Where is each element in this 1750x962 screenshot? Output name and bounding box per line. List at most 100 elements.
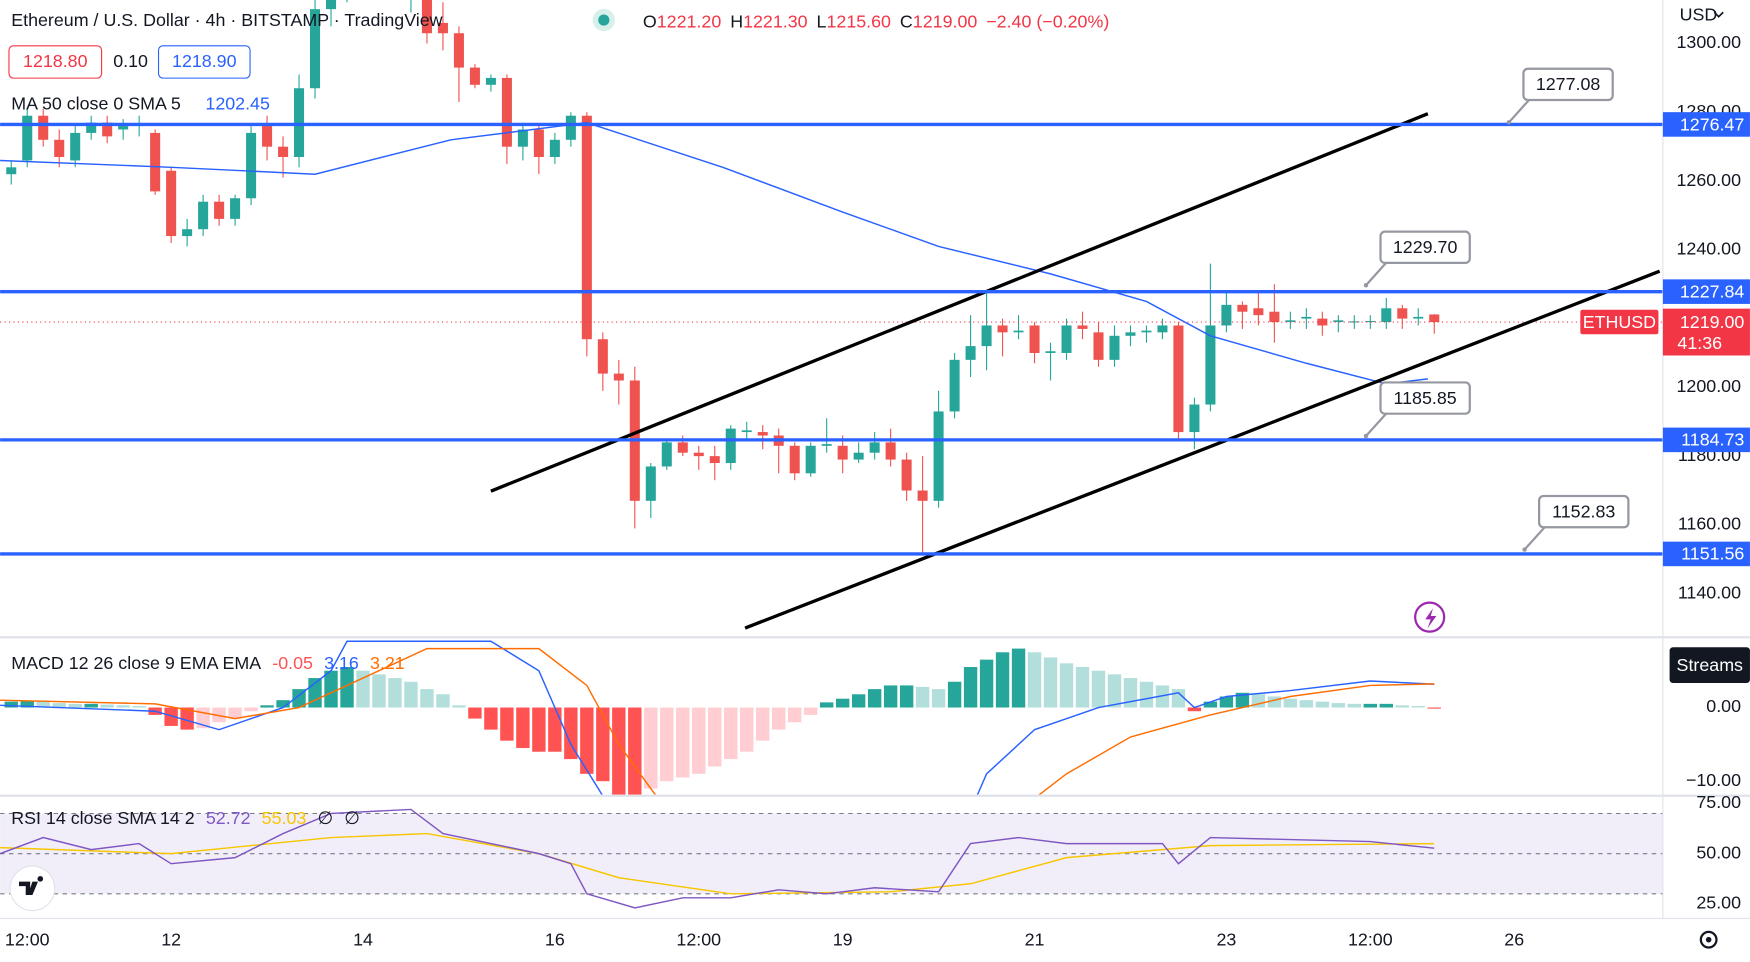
histogram-bar	[340, 667, 354, 708]
x-tick-label: 16	[545, 930, 565, 950]
candle-body	[278, 146, 289, 157]
callout-box	[1522, 67, 1614, 102]
callout-pointer	[1365, 262, 1387, 286]
candle-body	[533, 129, 544, 157]
candle-body	[693, 452, 704, 457]
ohlc-legend: O1221.20 H1221.30 L1215.60 C1219.00 −2.40 (−…	[643, 11, 1109, 31]
histogram-bar	[1107, 674, 1122, 708]
candle-body	[1429, 314, 1440, 323]
settings-gear[interactable]	[1699, 930, 1718, 949]
candle-body	[837, 445, 848, 460]
histogram-bar	[548, 707, 562, 752]
histogram-bar	[260, 705, 274, 708]
candle-body	[517, 129, 528, 147]
candle-body	[310, 9, 321, 89]
callout-label: 1229.70	[1393, 237, 1458, 257]
currency-dropdown[interactable]	[1713, 11, 1724, 18]
histogram-bar	[372, 674, 386, 708]
candle-body	[294, 88, 305, 157]
level-tag-label: 1151.56	[1681, 544, 1744, 564]
signal-line	[0, 647, 1435, 795]
histogram-bar	[500, 707, 514, 741]
histogram-bar	[851, 694, 866, 708]
candle-body	[949, 359, 960, 412]
candle-body	[1077, 325, 1088, 329]
histogram-bar	[1411, 706, 1425, 708]
histogram-bar	[516, 707, 530, 749]
callout-anchor	[1363, 433, 1369, 439]
histogram-bar	[388, 678, 402, 708]
histogram-bar	[1203, 701, 1218, 708]
candle-body	[485, 77, 496, 85]
lightning	[1425, 608, 1437, 629]
ask-box[interactable]	[157, 45, 251, 79]
candle-body	[853, 452, 864, 460]
histogram-bar	[1331, 703, 1346, 708]
candle-body	[885, 442, 896, 460]
histogram-bar	[867, 689, 882, 708]
callout-pointer	[1508, 99, 1530, 124]
histogram-bar	[116, 705, 130, 708]
histogram-bar	[963, 667, 978, 708]
legend: Ethereum / U.S. Dollar · 4h · BITSTAMP ·…	[8, 4, 1750, 949]
y-tick-label: 1160.00	[1678, 514, 1741, 534]
candle-body	[86, 122, 97, 133]
rsi-legend: RSI 14 close SMA 14 2 52.72 55.03 ∅ ∅	[11, 808, 360, 828]
histogram-bar	[84, 703, 98, 708]
histogram-bar	[1315, 701, 1330, 708]
candle-body	[1349, 321, 1360, 323]
y-tick-label: 1200.00	[1677, 376, 1742, 396]
candle-body	[437, 22, 448, 34]
x-tick-label: 26	[1504, 930, 1524, 950]
last-price-tag	[1662, 308, 1750, 356]
candle-body	[933, 411, 944, 501]
currency[interactable]: USD	[1680, 4, 1718, 24]
candle-body	[22, 115, 33, 161]
histogram-bar	[1427, 707, 1441, 709]
y-tick-label: 25.00	[1696, 893, 1741, 913]
histogram-bar	[1363, 703, 1378, 708]
candle-body	[54, 139, 65, 157]
candle-body	[1189, 404, 1200, 433]
candle-body	[1269, 311, 1280, 323]
histogram-bar	[1139, 681, 1154, 708]
histogram-bar	[644, 707, 658, 789]
ohlc-key: H	[730, 11, 743, 31]
ohlc-value: 1219.00	[913, 11, 978, 31]
candle-body	[709, 456, 720, 464]
y-tick-label: 1300.00	[1677, 32, 1742, 52]
main-pane: 1277.08 1229.70 1185.85 1152.83	[0, 0, 1663, 630]
level-tag-label: 1276.47	[1680, 114, 1745, 134]
histogram-bar	[899, 685, 914, 708]
settings-gear-core	[1705, 936, 1712, 943]
macd-line	[0, 640, 1435, 795]
trend-line	[744, 269, 1661, 630]
histogram-bar	[276, 700, 290, 708]
histogram-bar	[228, 707, 242, 719]
histogram-bar	[1059, 663, 1074, 708]
bid-box[interactable]	[8, 45, 103, 79]
ohlc-key: O	[643, 11, 657, 31]
candle-body	[1205, 325, 1216, 405]
histogram-bar	[740, 707, 754, 752]
histogram-bar	[532, 707, 546, 752]
histogram-bar	[931, 689, 946, 708]
histogram-bar	[676, 707, 690, 778]
candle-body	[565, 115, 576, 140]
candle-body	[166, 170, 177, 237]
histogram-bar	[708, 707, 722, 767]
histogram-bar	[1091, 670, 1106, 708]
logo	[19, 876, 44, 896]
level-tag-label: 1227.84	[1680, 281, 1745, 301]
candle-body	[1157, 325, 1168, 333]
trend-line	[490, 112, 1429, 493]
candle-body	[1253, 308, 1264, 316]
candle-body	[501, 77, 512, 147]
streams-button[interactable]	[1669, 647, 1750, 683]
level-tag	[1662, 541, 1750, 567]
level-tag	[1662, 427, 1750, 453]
histogram-bar	[1075, 667, 1090, 708]
candle-body	[661, 442, 672, 467]
spread: 0.10	[113, 51, 148, 71]
histogram-bar	[1267, 696, 1282, 708]
